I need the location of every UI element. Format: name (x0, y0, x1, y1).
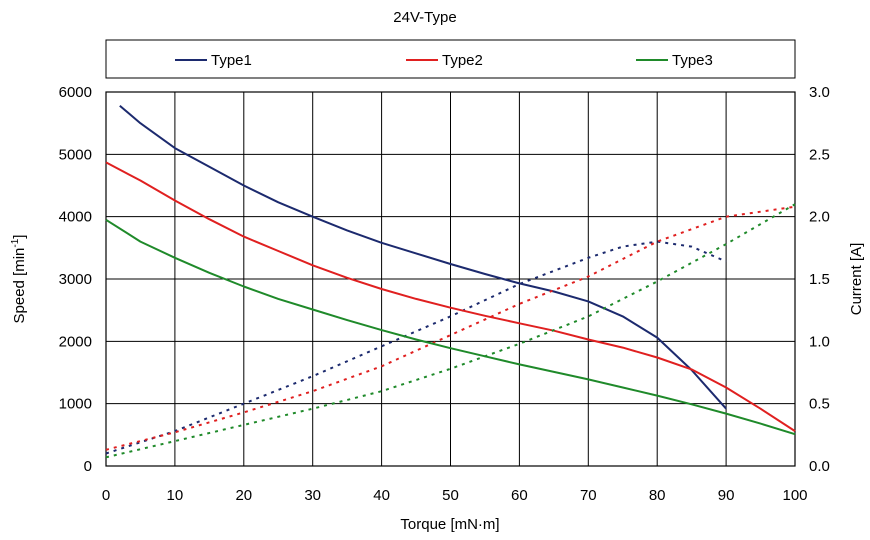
chart-title: 24V-Type (393, 9, 456, 26)
x-tick-label: 20 (235, 487, 252, 504)
legend: Type1 Type2 Type3 (105, 39, 796, 79)
x-tick-label: 90 (718, 487, 735, 504)
x-tick-label: 40 (373, 487, 390, 504)
legend-item-type3: Type3 (636, 52, 713, 69)
speed-line-type3 (105, 218, 796, 436)
legend-label: Type3 (672, 52, 713, 69)
y-tick-label: 6000 (59, 84, 92, 101)
y2-axis-label: Current [A] (848, 243, 865, 316)
x-tick-label: 0 (102, 487, 110, 504)
x-tick-label: 10 (167, 487, 184, 504)
y-axis-label-sup: -1 (10, 238, 21, 247)
y-tick-label: 4000 (59, 209, 92, 226)
y2-tick-label: 2.0 (809, 209, 830, 226)
y-tick-label: 3000 (59, 271, 92, 288)
legend-label: Type2 (442, 52, 483, 69)
x-axis-label: Torque [mN·m] (400, 516, 499, 533)
legend-item-type1: Type1 (175, 52, 252, 69)
y-axis-label-main: Speed [min (11, 248, 28, 324)
current-line-type1 (105, 240, 727, 455)
y2-tick-label: 1.5 (809, 271, 830, 288)
y2-tick-label: 0.0 (809, 458, 830, 475)
y2-tick-label: 3.0 (809, 84, 830, 101)
x-tick-label: 50 (442, 487, 459, 504)
x-tick-label: 80 (649, 487, 666, 504)
x-tick-label: 30 (304, 487, 321, 504)
series-layer (105, 104, 796, 459)
y2-tick-label: 0.5 (809, 396, 830, 413)
legend-box (105, 39, 796, 79)
x-tick-label: 70 (580, 487, 597, 504)
y2-tick-label: 2.5 (809, 146, 830, 163)
y-axis-label-end: ] (11, 235, 28, 239)
speed-line-type1 (119, 104, 727, 410)
speed-line-type2 (105, 161, 796, 432)
x-tick-label: 100 (782, 487, 807, 504)
y-tick-label: 0 (84, 458, 92, 475)
plot-frame (105, 91, 796, 467)
legend-label: Type1 (211, 52, 252, 69)
y-tick-label: 5000 (59, 146, 92, 163)
x-tick-label: 60 (511, 487, 528, 504)
legend-item-type2: Type2 (406, 52, 483, 69)
y2-tick-label: 1.0 (809, 333, 830, 350)
y-axis-label: Speed [min-1] (10, 235, 28, 324)
y-tick-label: 2000 (59, 333, 92, 350)
y-tick-label: 1000 (59, 396, 92, 413)
